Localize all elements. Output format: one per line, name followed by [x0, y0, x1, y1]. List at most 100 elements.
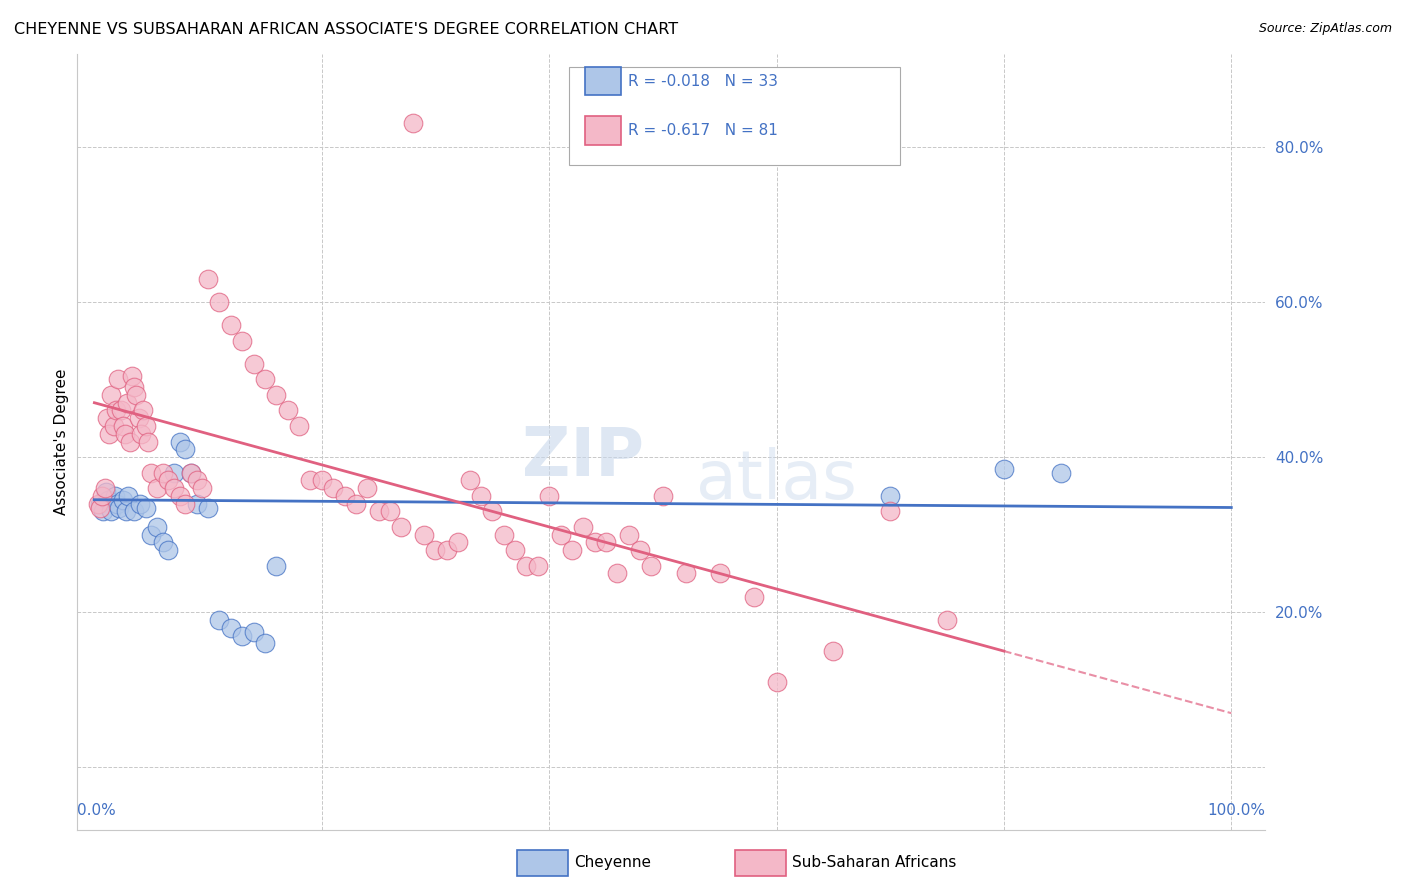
Point	[266, 558, 288, 573]
Point	[675, 566, 697, 581]
Point	[104, 403, 127, 417]
Point	[186, 497, 208, 511]
Point	[163, 481, 186, 495]
Point	[135, 500, 157, 515]
Point	[231, 334, 253, 348]
Point	[136, 434, 159, 449]
Point	[110, 403, 132, 417]
Point	[436, 543, 458, 558]
Point	[413, 527, 436, 541]
Point	[242, 624, 264, 639]
Point	[141, 466, 163, 480]
Point	[98, 426, 121, 441]
Text: Cheyenne: Cheyenne	[574, 855, 651, 870]
Point	[103, 419, 125, 434]
Point	[277, 403, 299, 417]
Point	[288, 419, 311, 434]
Point	[169, 434, 191, 449]
Point	[993, 461, 1015, 475]
Point	[93, 481, 115, 495]
Point	[572, 520, 595, 534]
Point	[458, 473, 481, 487]
Point	[628, 543, 651, 558]
Text: Sub-Saharan Africans: Sub-Saharan Africans	[792, 855, 956, 870]
Point	[470, 489, 492, 503]
Point	[163, 466, 186, 480]
Point	[186, 473, 208, 487]
Point	[121, 368, 143, 383]
Point	[132, 403, 155, 417]
Point	[114, 426, 136, 441]
Point	[481, 504, 503, 518]
Point	[89, 500, 111, 515]
Point	[617, 527, 640, 541]
Point	[122, 380, 145, 394]
Point	[141, 527, 163, 541]
Point	[231, 628, 253, 642]
Point	[253, 372, 276, 386]
Point	[322, 481, 344, 495]
Point	[111, 492, 134, 507]
Point	[311, 473, 333, 487]
Point	[515, 558, 537, 573]
Point	[879, 504, 901, 518]
Point	[128, 411, 150, 425]
Point	[595, 535, 617, 549]
Point	[402, 116, 425, 130]
Y-axis label: Associate's Degree: Associate's Degree	[53, 368, 69, 515]
Point	[174, 442, 197, 457]
Point	[100, 388, 122, 402]
Point	[389, 520, 412, 534]
Point	[105, 497, 128, 511]
Point	[128, 497, 150, 511]
Point	[823, 644, 845, 658]
Point	[709, 566, 731, 581]
Point	[356, 481, 378, 495]
Point	[208, 294, 231, 309]
Point	[538, 489, 561, 503]
Point	[879, 489, 901, 503]
Point	[208, 613, 231, 627]
Point	[1049, 466, 1071, 480]
Point	[169, 489, 191, 503]
Point	[125, 388, 148, 402]
Text: CHEYENNE VS SUBSAHARAN AFRICAN ASSOCIATE'S DEGREE CORRELATION CHART: CHEYENNE VS SUBSAHARAN AFRICAN ASSOCIATE…	[14, 22, 678, 37]
Point	[242, 357, 264, 371]
Point	[108, 500, 131, 515]
Text: R = -0.617   N = 81: R = -0.617 N = 81	[628, 123, 779, 137]
Point	[117, 489, 139, 503]
Point	[197, 500, 219, 515]
Point	[118, 434, 141, 449]
Point	[97, 492, 120, 507]
Point	[91, 489, 114, 503]
Point	[197, 271, 219, 285]
Point	[561, 543, 583, 558]
Point	[115, 504, 138, 518]
Point	[93, 504, 115, 518]
Text: 100.0%: 100.0%	[1208, 803, 1265, 818]
Point	[111, 419, 134, 434]
Point	[765, 675, 787, 690]
Point	[742, 590, 765, 604]
Point	[87, 497, 110, 511]
Text: ZIP: ZIP	[522, 424, 644, 490]
Point	[640, 558, 662, 573]
Point	[936, 613, 959, 627]
Point	[606, 566, 628, 581]
Point	[157, 473, 180, 487]
Point	[146, 481, 169, 495]
Text: atlas: atlas	[696, 448, 858, 513]
Point	[583, 535, 606, 549]
Point	[122, 504, 145, 518]
Point	[174, 497, 197, 511]
Point	[447, 535, 470, 549]
Point	[550, 527, 572, 541]
Text: Source: ZipAtlas.com: Source: ZipAtlas.com	[1258, 22, 1392, 36]
Point	[157, 543, 180, 558]
Point	[492, 527, 515, 541]
Point	[129, 426, 152, 441]
Point	[367, 504, 389, 518]
Point	[135, 419, 157, 434]
Point	[104, 489, 127, 503]
Point	[100, 504, 122, 518]
